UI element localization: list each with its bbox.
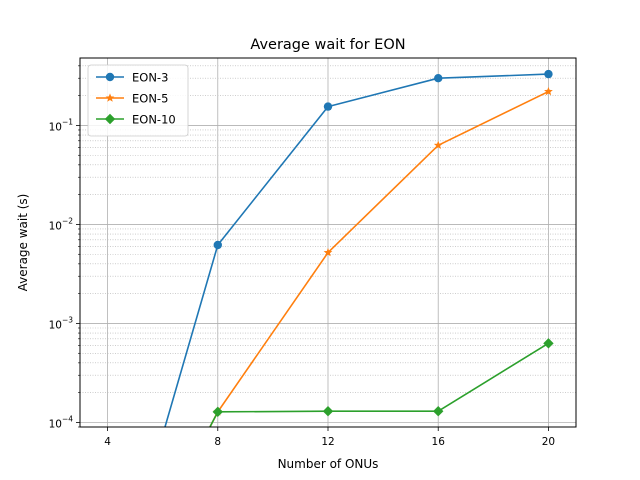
data-point-eon-5 <box>323 247 333 257</box>
y-tick-label: 10−1 <box>49 117 74 133</box>
legend: EON-3 EON-5 EON-10 <box>87 64 189 137</box>
data-point-eon-10 <box>322 405 334 417</box>
y-tick-label: 10−3 <box>49 315 74 331</box>
data-point-eon-3 <box>544 69 553 79</box>
legend-marker-eon-3 <box>105 72 115 82</box>
legend-label-eon-10: EON-10 <box>132 113 176 127</box>
data-point-eon-10 <box>212 406 223 418</box>
chart-title: Average wait for EON <box>250 37 405 53</box>
x-tick-label: 12 <box>321 436 334 448</box>
x-axis-label: Number of ONUs <box>278 457 379 471</box>
data-point-eon-5 <box>433 140 443 150</box>
y-tick-label: 10−4 <box>49 414 74 430</box>
data-point-eon-10 <box>543 338 554 349</box>
data-point-eon-3 <box>434 74 443 83</box>
x-tick-label: 20 <box>542 436 555 448</box>
data-point-eon-10 <box>433 405 444 417</box>
data-point-eon-5 <box>544 86 553 96</box>
legend-label-eon-3: EON-3 <box>132 71 168 85</box>
legend-marker-eon-10 <box>104 113 116 125</box>
data-point-eon-3 <box>323 102 333 111</box>
x-tick-label: 4 <box>104 436 111 448</box>
y-tick-label: 10−2 <box>49 216 74 232</box>
grid-lines <box>80 58 576 428</box>
x-tick-label: 8 <box>214 436 221 448</box>
axis-ticks: 4 8 12 16 20 10−4 10−3 10−2 10−1 <box>49 65 555 448</box>
data-point-eon-3 <box>213 240 222 250</box>
y-axis-label: Average wait (s) <box>16 194 30 292</box>
x-tick-label: 16 <box>432 436 446 448</box>
legend-marker-eon-5 <box>105 93 115 102</box>
data-markers <box>212 69 554 418</box>
legend-label-eon-5: EON-5 <box>132 92 168 106</box>
